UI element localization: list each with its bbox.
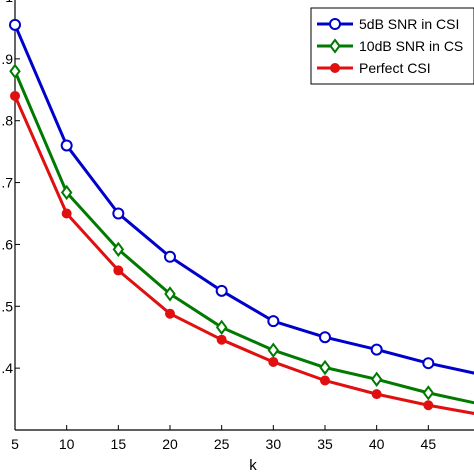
y-tick-label: .9 bbox=[1, 51, 13, 67]
legend: 5dB SNR in CSI 10dB SNR in CS Perfect CSI bbox=[310, 7, 474, 85]
data-point bbox=[216, 334, 227, 345]
legend-marker bbox=[329, 18, 341, 30]
data-point bbox=[165, 308, 175, 319]
x-tick-label: 15 bbox=[111, 436, 127, 452]
legend-marker bbox=[329, 38, 341, 54]
data-point bbox=[371, 389, 382, 400]
y-tick-label: .4 bbox=[1, 360, 13, 376]
x-tick-label: 45 bbox=[421, 436, 437, 452]
axes: 5 10 15 20 25 30 35 40 45 .4 .5 .6 .7 .8 .9 1 bbox=[1, 0, 474, 452]
data-point bbox=[112, 241, 125, 258]
series-3 bbox=[10, 90, 474, 415]
data-point bbox=[267, 342, 280, 358]
data-point bbox=[422, 385, 435, 401]
series-2 bbox=[9, 63, 474, 405]
y-tick-label: .5 bbox=[1, 298, 13, 314]
data-point bbox=[268, 356, 279, 367]
legend-marker bbox=[330, 63, 340, 73]
series-line bbox=[13, 95, 474, 415]
x-tick-label: 5 bbox=[11, 436, 19, 452]
y-tick-label: .8 bbox=[1, 113, 13, 129]
data-point bbox=[320, 375, 330, 386]
data-point bbox=[112, 207, 125, 220]
data-point bbox=[370, 343, 383, 356]
x-tick-label: 20 bbox=[162, 436, 178, 452]
series-line bbox=[13, 24, 474, 375]
series-1 bbox=[9, 18, 474, 375]
data-point bbox=[422, 357, 435, 370]
data-point bbox=[319, 359, 331, 376]
y-tick-label: .6 bbox=[1, 236, 13, 252]
data-point bbox=[10, 90, 20, 101]
series-layer bbox=[9, 18, 474, 415]
legend-item: 5dB SNR in CSI bbox=[317, 16, 459, 32]
x-tick-label: 40 bbox=[369, 436, 385, 452]
data-point bbox=[423, 400, 434, 411]
data-point bbox=[113, 265, 124, 276]
data-point bbox=[61, 208, 72, 219]
x-tick-label: 35 bbox=[317, 436, 333, 452]
x-tick-label: 25 bbox=[214, 436, 230, 452]
x-tick-label: 30 bbox=[266, 436, 282, 452]
data-point bbox=[60, 184, 73, 201]
data-point bbox=[370, 371, 383, 387]
data-point bbox=[164, 250, 176, 263]
y-tick-label: .7 bbox=[1, 175, 13, 191]
data-point bbox=[60, 139, 73, 152]
data-point bbox=[9, 18, 21, 31]
legend-item: Perfect CSI bbox=[317, 60, 431, 76]
legend-item: 10dB SNR in CS bbox=[317, 38, 463, 54]
legend-label: Perfect CSI bbox=[359, 60, 431, 76]
data-point bbox=[164, 286, 176, 302]
data-point bbox=[267, 315, 280, 328]
data-point bbox=[319, 331, 331, 344]
y-tick-label: 1 bbox=[5, 0, 13, 5]
data-point bbox=[215, 319, 228, 335]
legend-label: 10dB SNR in CS bbox=[359, 38, 463, 54]
series-line bbox=[13, 70, 474, 405]
data-point bbox=[215, 284, 228, 297]
data-point bbox=[9, 63, 21, 79]
legend-label: 5dB SNR in CSI bbox=[359, 16, 459, 32]
x-tick-label: 10 bbox=[59, 436, 75, 452]
x-axis-label: k bbox=[249, 457, 257, 474]
